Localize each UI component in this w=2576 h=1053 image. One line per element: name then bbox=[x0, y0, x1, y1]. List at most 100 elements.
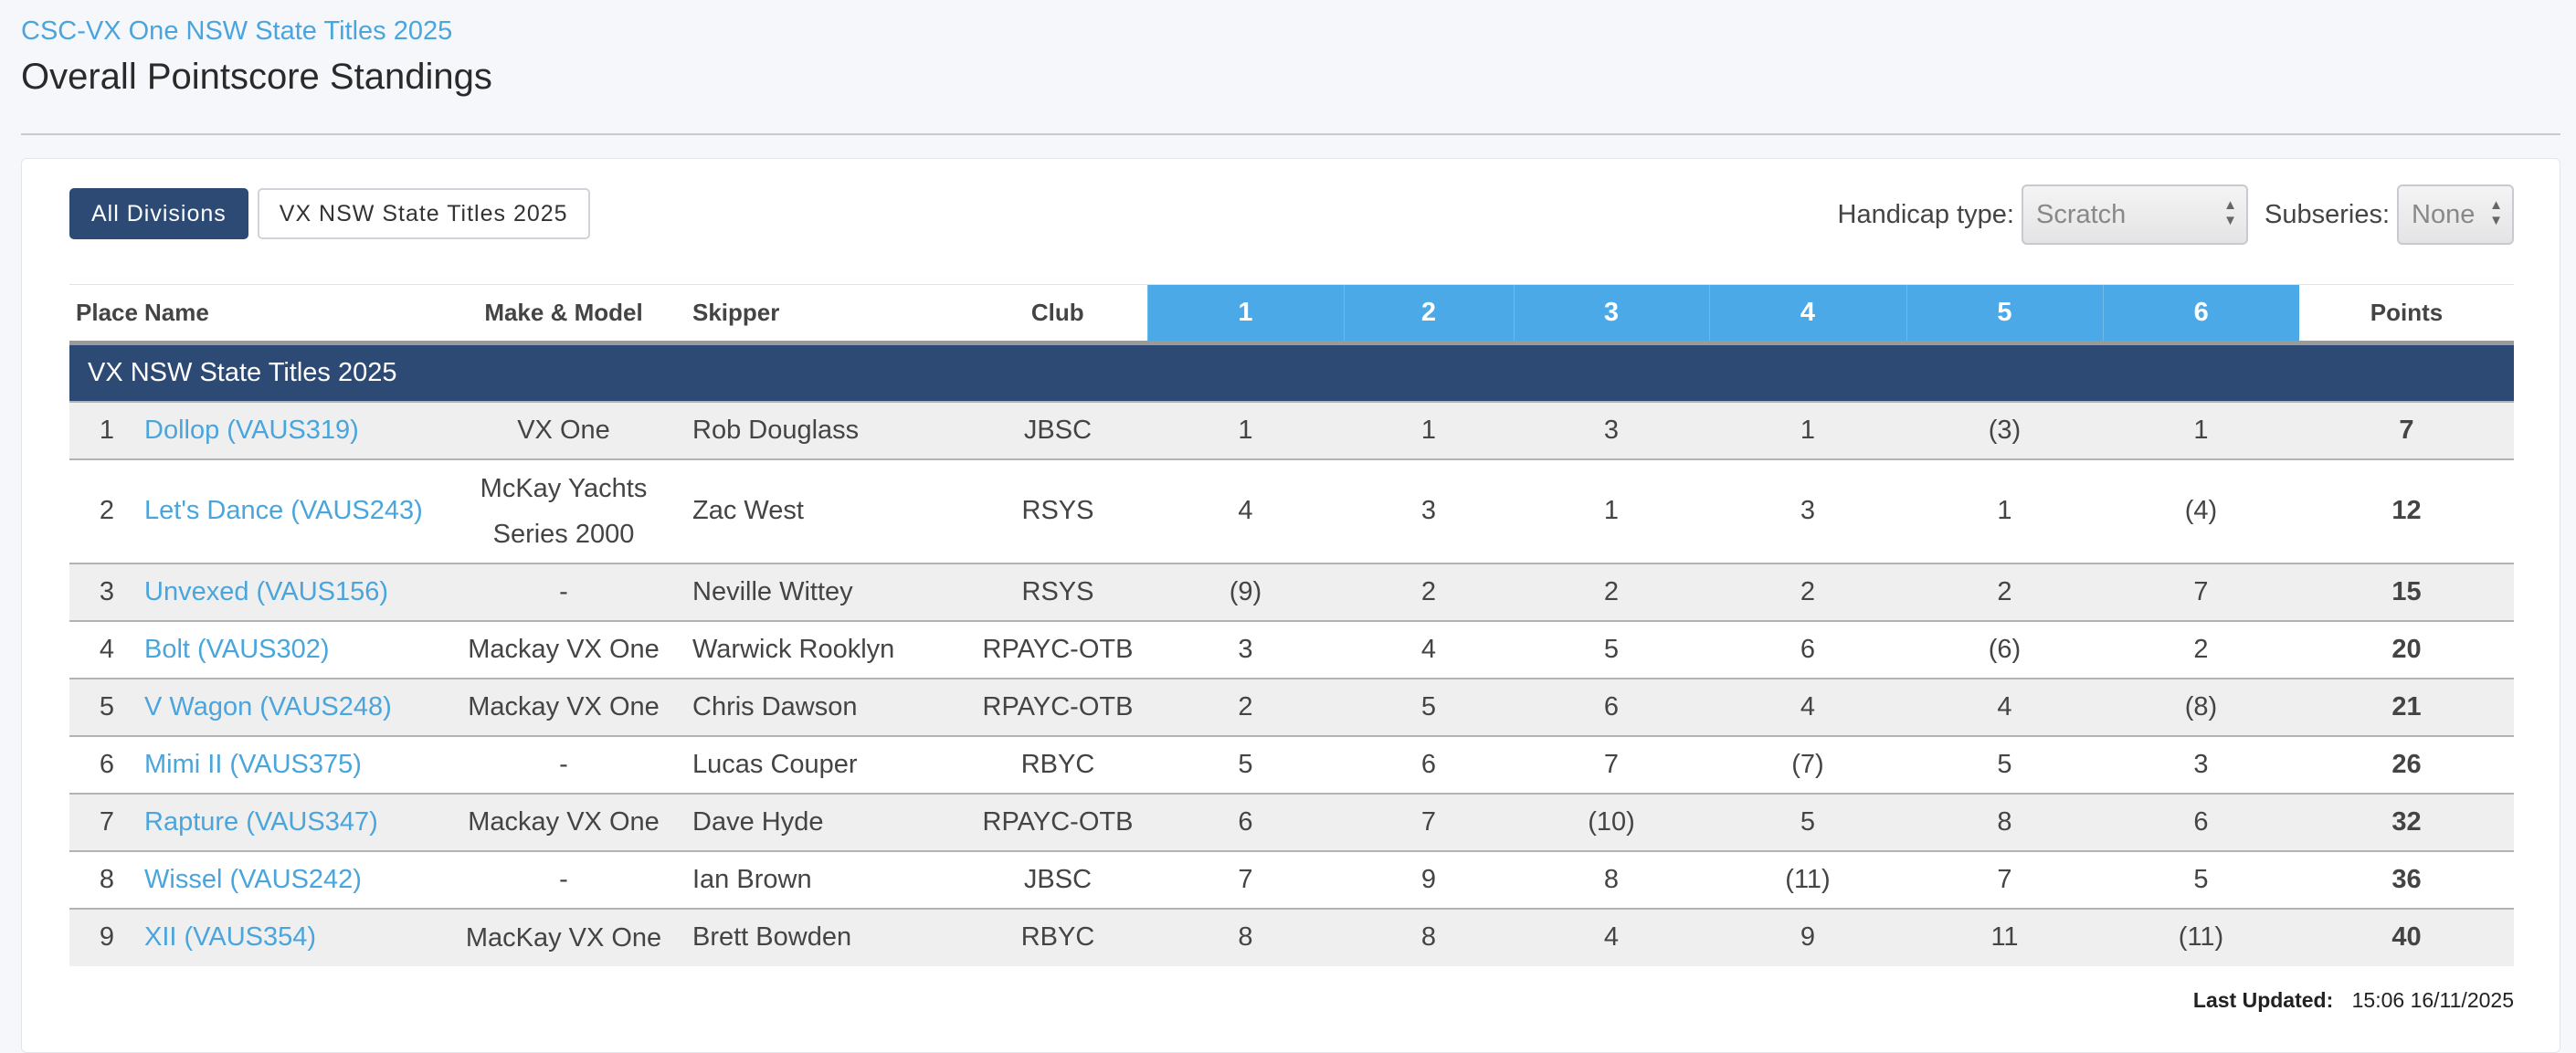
cell-points: 36 bbox=[2299, 849, 2514, 909]
all-divisions-button[interactable]: All Divisions bbox=[69, 188, 248, 239]
cell-race-4: 3 bbox=[1709, 458, 1906, 563]
cell-race-2: 4 bbox=[1344, 619, 1514, 679]
cell-race-2: 6 bbox=[1344, 734, 1514, 794]
handicap-type-select[interactable]: Scratch ▲ ▼ bbox=[2021, 184, 2248, 245]
cell-race-5: (3) bbox=[1906, 400, 2103, 459]
boat-link[interactable]: XII (VAUS354) bbox=[144, 907, 435, 966]
cell-race-3: 4 bbox=[1514, 907, 1709, 966]
boat-link[interactable]: V Wagon (VAUS248) bbox=[144, 677, 435, 736]
cell-race-6: (8) bbox=[2103, 677, 2299, 736]
cell-skipper: Ian Brown bbox=[692, 849, 968, 909]
table-header-row: Place Name Make & Model Skipper Club 1 2… bbox=[69, 284, 2514, 345]
cell-make: Mackay VX One bbox=[435, 792, 692, 851]
boat-link[interactable]: Wissel (VAUS242) bbox=[144, 849, 435, 909]
boat-link[interactable]: Mimi II (VAUS375) bbox=[144, 734, 435, 794]
cell-race-3: 5 bbox=[1514, 619, 1709, 679]
cell-race-4: (11) bbox=[1709, 849, 1906, 909]
header-make[interactable]: Make & Model bbox=[435, 284, 692, 345]
cell-race-6: 6 bbox=[2103, 792, 2299, 851]
table-row: 5 V Wagon (VAUS248) Mackay VX One Chris … bbox=[69, 677, 2514, 736]
cell-race-4: (7) bbox=[1709, 734, 1906, 794]
cell-race-2: 8 bbox=[1344, 907, 1514, 966]
table-row: 6 Mimi II (VAUS375) - Lucas Couper RBYC … bbox=[69, 734, 2514, 794]
header-race-6[interactable]: 6 bbox=[2102, 284, 2299, 345]
cell-race-2: 2 bbox=[1344, 562, 1514, 621]
cell-race-5: 2 bbox=[1906, 562, 2103, 621]
table-row: 2 Let's Dance (VAUS243) McKay Yachts Ser… bbox=[69, 458, 2514, 563]
page-title: Overall Pointscore Standings bbox=[21, 57, 492, 97]
boat-link[interactable]: Bolt (VAUS302) bbox=[144, 619, 435, 679]
header-race-1[interactable]: 1 bbox=[1146, 284, 1344, 345]
cell-race-6: 7 bbox=[2103, 562, 2299, 621]
header-points[interactable]: Points bbox=[2299, 284, 2514, 345]
last-updated-label: Last Updated: bbox=[2192, 988, 2334, 1012]
cell-skipper: Warwick Rooklyn bbox=[692, 619, 968, 679]
cell-race-5: 4 bbox=[1906, 677, 2103, 736]
subseries-value: None bbox=[2412, 200, 2476, 229]
cell-race-5: (6) bbox=[1906, 619, 2103, 679]
cell-skipper: Neville Wittey bbox=[692, 562, 968, 621]
cell-race-6: (11) bbox=[2103, 907, 2299, 966]
cell-race-6: 5 bbox=[2103, 849, 2299, 909]
last-updated: Last Updated: 15:06 16/11/2025 bbox=[2193, 988, 2514, 1013]
header-place[interactable]: Place bbox=[69, 284, 144, 345]
division-button-vx-nsw[interactable]: VX NSW State Titles 2025 bbox=[257, 188, 590, 239]
table-controls: Handicap type: Scratch ▲ ▼ Subseries: Non… bbox=[1838, 184, 2560, 245]
header-skipper[interactable]: Skipper bbox=[692, 284, 968, 345]
subseries-select[interactable]: None ▲ ▼ bbox=[2397, 184, 2514, 245]
header-name[interactable]: Name bbox=[144, 284, 435, 345]
results-panel: All Divisions VX NSW State Titles 2025 H… bbox=[21, 158, 2560, 1053]
boat-link[interactable]: Rapture (VAUS347) bbox=[144, 792, 435, 851]
cell-race-5: 11 bbox=[1906, 907, 2103, 966]
series-link[interactable]: CSC-VX One NSW State Titles 2025 bbox=[21, 16, 453, 46]
cell-race-5: 8 bbox=[1906, 792, 2103, 851]
cell-race-6: 1 bbox=[2103, 400, 2299, 459]
cell-place: 2 bbox=[69, 458, 144, 563]
cell-race-1: 6 bbox=[1147, 792, 1344, 851]
cell-race-6: (4) bbox=[2103, 458, 2299, 563]
cell-make: MacKay VX One bbox=[435, 907, 692, 966]
cell-place: 4 bbox=[69, 619, 144, 679]
cell-skipper: Dave Hyde bbox=[692, 792, 968, 851]
table-row: 3 Unvexed (VAUS156) - Neville Wittey RSY… bbox=[69, 562, 2514, 621]
cell-club: JBSC bbox=[968, 400, 1147, 459]
header-race-2[interactable]: 2 bbox=[1343, 284, 1514, 345]
cell-make: Mackay VX One bbox=[435, 619, 692, 679]
header-race-4[interactable]: 4 bbox=[1708, 284, 1906, 345]
cell-race-3: 7 bbox=[1514, 734, 1709, 794]
boat-link[interactable]: Dollop (VAUS319) bbox=[144, 400, 435, 459]
cell-race-1: 3 bbox=[1147, 619, 1344, 679]
cell-place: 1 bbox=[69, 400, 144, 459]
cell-place: 6 bbox=[69, 734, 144, 794]
header-race-3[interactable]: 3 bbox=[1513, 284, 1709, 345]
cell-points: 15 bbox=[2299, 562, 2514, 621]
cell-place: 3 bbox=[69, 562, 144, 621]
cell-race-4: 9 bbox=[1709, 907, 1906, 966]
cell-race-1: 7 bbox=[1147, 849, 1344, 909]
cell-race-3: 2 bbox=[1514, 562, 1709, 621]
last-updated-value: 15:06 16/11/2025 bbox=[2351, 988, 2514, 1012]
cell-make: - bbox=[435, 849, 692, 909]
boat-link[interactable]: Unvexed (VAUS156) bbox=[144, 562, 435, 621]
table-row: 8 Wissel (VAUS242) - Ian Brown JBSC 7 9 … bbox=[69, 849, 2514, 909]
cell-race-1: 2 bbox=[1147, 677, 1344, 736]
header-club[interactable]: Club bbox=[968, 284, 1147, 345]
cell-race-3: 8 bbox=[1514, 849, 1709, 909]
cell-make: - bbox=[435, 734, 692, 794]
cell-race-4: 4 bbox=[1709, 677, 1906, 736]
cell-place: 7 bbox=[69, 792, 144, 851]
cell-place: 8 bbox=[69, 849, 144, 909]
cell-race-3: (10) bbox=[1514, 792, 1709, 851]
cell-points: 40 bbox=[2299, 907, 2514, 966]
boat-link[interactable]: Let's Dance (VAUS243) bbox=[144, 458, 435, 563]
cell-race-3: 3 bbox=[1514, 400, 1709, 459]
handicap-type-label: Handicap type: bbox=[1837, 199, 2014, 229]
cell-race-3: 1 bbox=[1514, 458, 1709, 563]
cell-race-5: 5 bbox=[1906, 734, 2103, 794]
cell-race-4: 6 bbox=[1709, 619, 1906, 679]
table-row: 1 Dollop (VAUS319) VX One Rob Douglass J… bbox=[69, 400, 2514, 459]
cell-skipper: Chris Dawson bbox=[692, 677, 968, 736]
cell-points: 32 bbox=[2299, 792, 2514, 851]
cell-race-4: 2 bbox=[1709, 562, 1906, 621]
header-race-5[interactable]: 5 bbox=[1906, 284, 2103, 345]
